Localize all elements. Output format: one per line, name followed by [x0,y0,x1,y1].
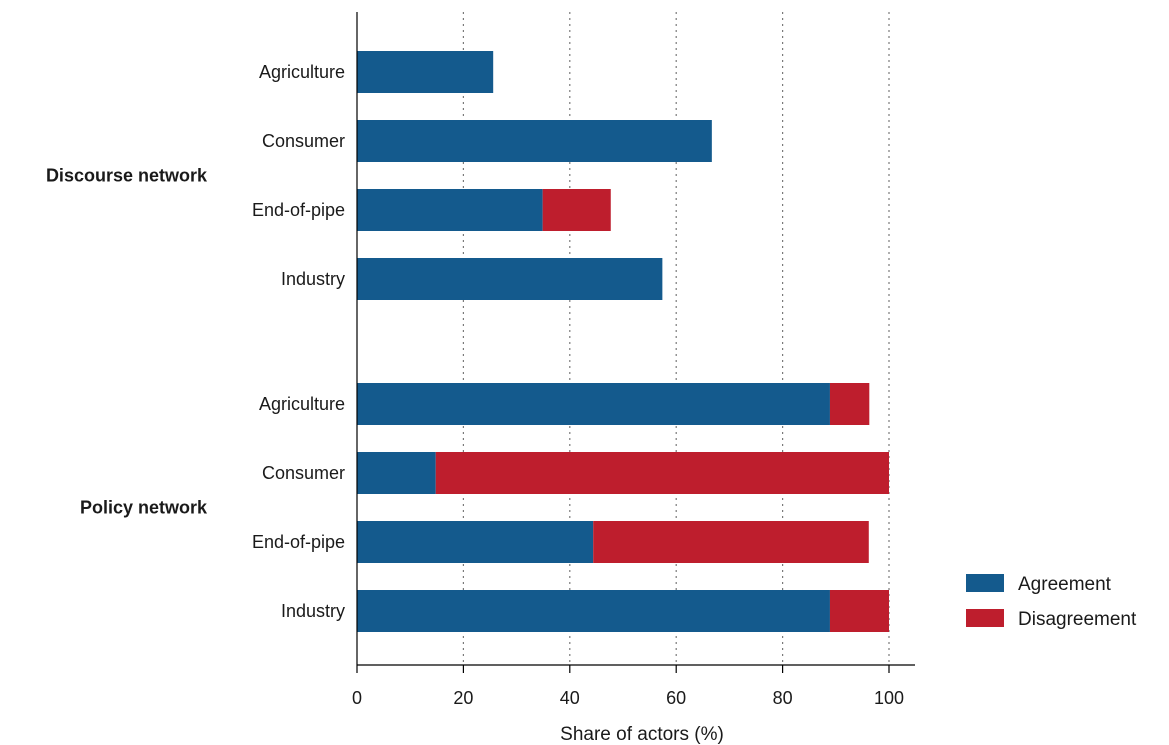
grid-lines [462,12,890,665]
group-label: Discourse network [46,166,208,186]
category-label: End-of-pipe [252,532,345,552]
bar-agreement [357,452,436,494]
bar-agreement [357,590,830,632]
x-tick-label: 80 [773,688,793,708]
bar-disagreement [829,383,870,425]
x-axis-title: Share of actors (%) [560,724,724,745]
legend-label-agreement: Agreement [1018,574,1112,595]
x-tick-label: 100 [874,688,904,708]
bar-disagreement [829,590,889,632]
legend-label-disagreement: Disagreement [1018,609,1137,630]
x-tick-label: 0 [352,688,362,708]
x-tick-label: 60 [666,688,686,708]
category-labels: Agriculture Consumer End-of-pipe Industry Ag… [252,62,345,621]
bar-agreement [357,120,712,162]
bar-agreement [357,258,663,300]
bar-disagreement [435,452,889,494]
group-labels: Discourse network Policy network [46,166,208,518]
bar-agreement [357,189,543,231]
bar-agreement [357,383,830,425]
category-label: Agriculture [259,62,345,82]
bar-disagreement [542,189,611,231]
bars [357,51,889,632]
category-label: Industry [281,601,345,621]
group-label: Policy network [80,498,208,518]
legend-swatch-agreement [966,574,1004,592]
category-label: Consumer [262,463,345,483]
category-label: Agriculture [259,394,345,414]
category-label: Industry [281,269,345,289]
category-label: End-of-pipe [252,200,345,220]
x-tick-label: 20 [453,688,473,708]
x-ticks: 0 20 40 60 80 100 [352,665,904,708]
legend: Agreement Disagreement [966,574,1137,630]
axes [356,12,915,666]
category-label: Consumer [262,131,345,151]
legend-swatch-disagreement [966,609,1004,627]
bar-agreement [357,521,594,563]
bar-agreement [357,51,494,93]
bar-disagreement [593,521,869,563]
x-tick-label: 40 [560,688,580,708]
